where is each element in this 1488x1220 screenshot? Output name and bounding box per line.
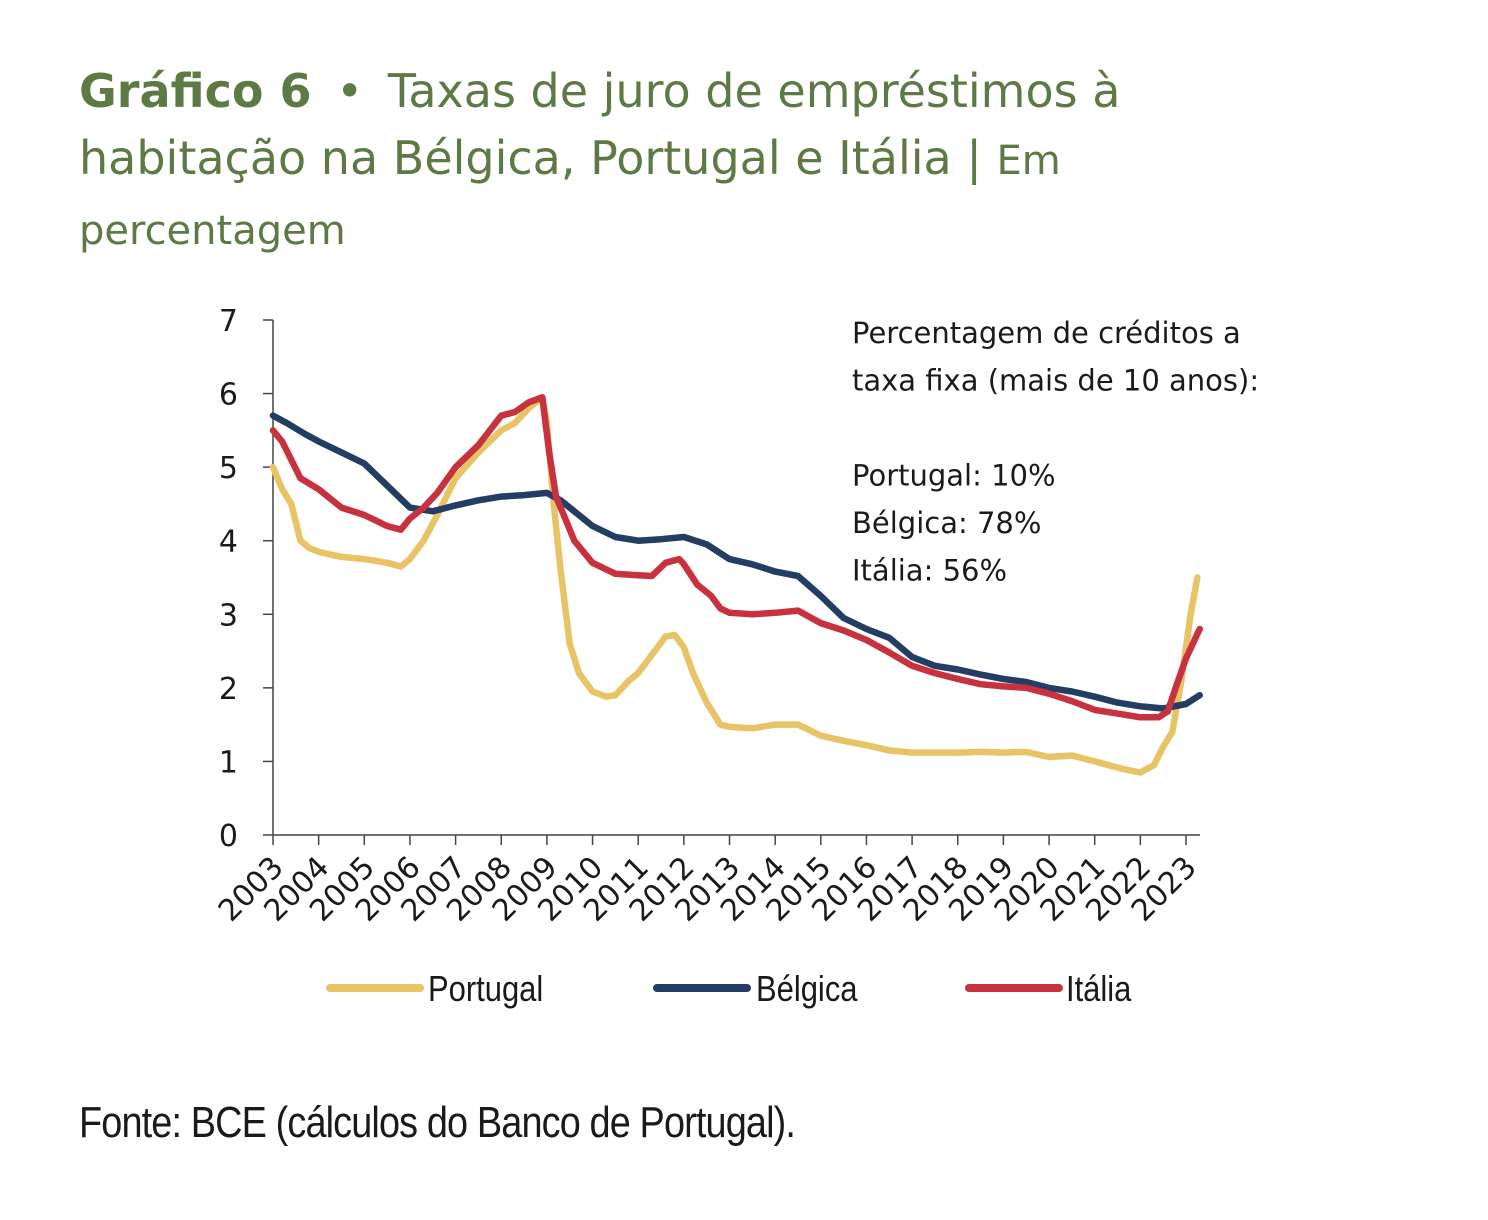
chart-title: Gráfico 6 • Taxas de juro de empréstimos…: [79, 58, 1259, 265]
note-line: Itália: 56%: [852, 554, 1007, 588]
title-text: Taxas de juro de empréstimos à habitação…: [79, 64, 1121, 185]
source-note: Fonte: BCE (cálculos do Banco de Portuga…: [79, 1098, 796, 1147]
y-tick-label: 6: [219, 378, 238, 413]
series-line: [269, 394, 1203, 721]
chart-number: Gráfico 6: [79, 64, 312, 118]
chart-axes: 0123456720032004200520062007200820092010…: [212, 304, 1204, 929]
legend-label: Itália: [1066, 970, 1132, 1010]
series-line: [269, 412, 1203, 712]
y-tick-label: 3: [219, 598, 238, 633]
series-lines: [269, 394, 1203, 776]
y-tick-label: 5: [219, 451, 238, 486]
y-tick-label: 2: [219, 672, 238, 707]
legend-label: Bélgica: [756, 970, 858, 1010]
series-line: [269, 394, 1201, 776]
y-tick-label: 7: [219, 304, 238, 339]
y-tick-label: 0: [219, 819, 238, 854]
title-unit: Em percentagem: [79, 138, 1061, 254]
title-separator: |: [966, 131, 982, 185]
note-line: Portugal: 10%: [852, 459, 1056, 493]
y-tick-label: 4: [219, 525, 238, 560]
fixed-rate-note: Percentagem de créditos a taxa fixa (mais…: [852, 316, 1259, 588]
note-line: Bélgica: 78%: [852, 506, 1041, 540]
legend-label: Portugal: [428, 970, 543, 1010]
note-line: taxa fixa (mais de 10 anos):: [852, 364, 1259, 398]
y-tick-label: 1: [219, 745, 238, 780]
chart-legend: Portugal Bélgica Itália: [326, 970, 1132, 1010]
title-bullet: •: [336, 64, 364, 118]
note-line: Percentagem de créditos a: [852, 316, 1241, 350]
